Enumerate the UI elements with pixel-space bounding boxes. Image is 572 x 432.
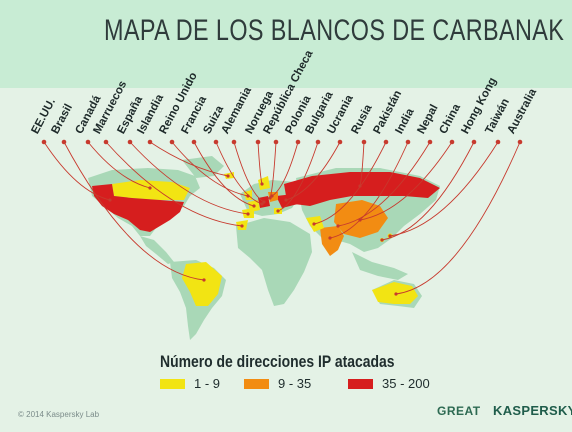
connector-line-13 [277, 141, 319, 212]
continent-central-america [140, 236, 174, 264]
connector-line-16 [313, 141, 387, 225]
country-russia-fill [284, 172, 440, 206]
target-dot-7 [252, 204, 256, 208]
connector-dot-9 [231, 139, 237, 145]
connector-dot-21 [495, 139, 501, 145]
target-dot-17 [328, 236, 332, 240]
connector-dot-14 [337, 139, 343, 145]
connector-dot-20 [471, 139, 477, 145]
continent-africa [236, 218, 312, 306]
connector-dot-7 [191, 139, 197, 145]
connector-dot-11 [273, 139, 279, 145]
target-dot-9 [262, 200, 266, 204]
connector-dot-8 [213, 139, 219, 145]
target-dot-14 [284, 198, 288, 202]
target-dot-5 [226, 174, 230, 178]
great-logo: GREAT [437, 404, 481, 418]
target-dot-2 [148, 186, 152, 190]
legend-label-high: 35 - 200 [382, 376, 430, 391]
legend-title: Número de direcciones IP atacadas [160, 352, 395, 371]
target-dot-21 [388, 234, 392, 238]
target-dot-6 [246, 194, 250, 198]
connector-line-5 [149, 141, 229, 177]
target-dot-20 [380, 238, 384, 242]
connector-line-3 [105, 141, 243, 227]
country-brazil-fill [182, 262, 222, 306]
connector-dot-18 [427, 139, 433, 145]
connector-line-0 [43, 141, 111, 201]
connector-line-10 [257, 141, 263, 185]
connector-line-7 [193, 141, 255, 207]
connector-line-8 [215, 141, 263, 205]
page-title: MAPA DE LOS BLANCOS DE CARBANAK [104, 14, 565, 47]
connector-dot-17 [405, 139, 411, 145]
connector-line-15 [359, 141, 365, 187]
legend-swatch-high [348, 379, 373, 389]
kaspersky-logo: KASPERSKY [493, 403, 572, 418]
connector-line-22 [395, 141, 521, 295]
target-dot-19 [358, 218, 362, 222]
connector-dot-16 [383, 139, 389, 145]
connector-line-19 [359, 141, 453, 221]
copyright-text: © 2014 Kaspersky Lab [18, 410, 100, 419]
country-norway-fill [258, 176, 270, 190]
connector-dot-13 [315, 139, 321, 145]
target-dot-22 [394, 292, 398, 296]
target-dot-1 [202, 278, 206, 282]
connector-line-2 [87, 141, 151, 189]
target-dot-12 [270, 194, 274, 198]
target-dot-4 [246, 212, 250, 216]
header-banner: MAPA DE LOS BLANCOS DE CARBANAK [0, 0, 572, 88]
continent-se-asia [352, 252, 408, 280]
legend-swatch-mid [244, 379, 269, 389]
target-dot-11 [268, 196, 272, 200]
legend-label-low: 1 - 9 [194, 376, 221, 391]
legend-swatch-low [160, 379, 185, 389]
connector-line-1 [63, 141, 205, 281]
target-dot-18 [336, 224, 340, 228]
connector-dot-19 [449, 139, 455, 145]
connector-dot-0 [41, 139, 47, 145]
connector-line-14 [285, 141, 341, 201]
connector-line-12 [271, 141, 299, 197]
connector-dot-3 [103, 139, 109, 145]
connector-line-18 [337, 141, 431, 227]
connector-dot-2 [85, 139, 91, 145]
connector-dots [41, 139, 523, 296]
connector-dot-22 [517, 139, 523, 145]
country-usa-fill [92, 184, 184, 232]
target-dot-16 [312, 222, 316, 226]
legend-label-mid: 9 - 35 [278, 376, 312, 391]
target-dot-3 [240, 224, 244, 228]
connector-line-9 [233, 141, 265, 203]
country-canada-fill [112, 180, 190, 200]
connector-dot-12 [295, 139, 301, 145]
country-india-fill [320, 226, 344, 256]
connector-dot-10 [255, 139, 261, 145]
connector-line-21 [389, 141, 499, 237]
connector-dot-1 [61, 139, 67, 145]
connector-dot-5 [147, 139, 153, 145]
connector-dot-15 [361, 139, 367, 145]
connector-lines [43, 141, 521, 295]
connector-line-17 [329, 141, 409, 239]
connector-dot-6 [169, 139, 175, 145]
connector-line-4 [129, 141, 249, 215]
connector-dot-4 [127, 139, 133, 145]
target-dot-10 [260, 182, 264, 186]
target-dot-8 [260, 202, 264, 206]
connector-line-20 [381, 141, 475, 241]
target-dot-13 [276, 209, 280, 213]
connector-line-6 [171, 141, 249, 197]
target-dot-0 [108, 198, 112, 202]
target-dot-15 [358, 184, 362, 188]
